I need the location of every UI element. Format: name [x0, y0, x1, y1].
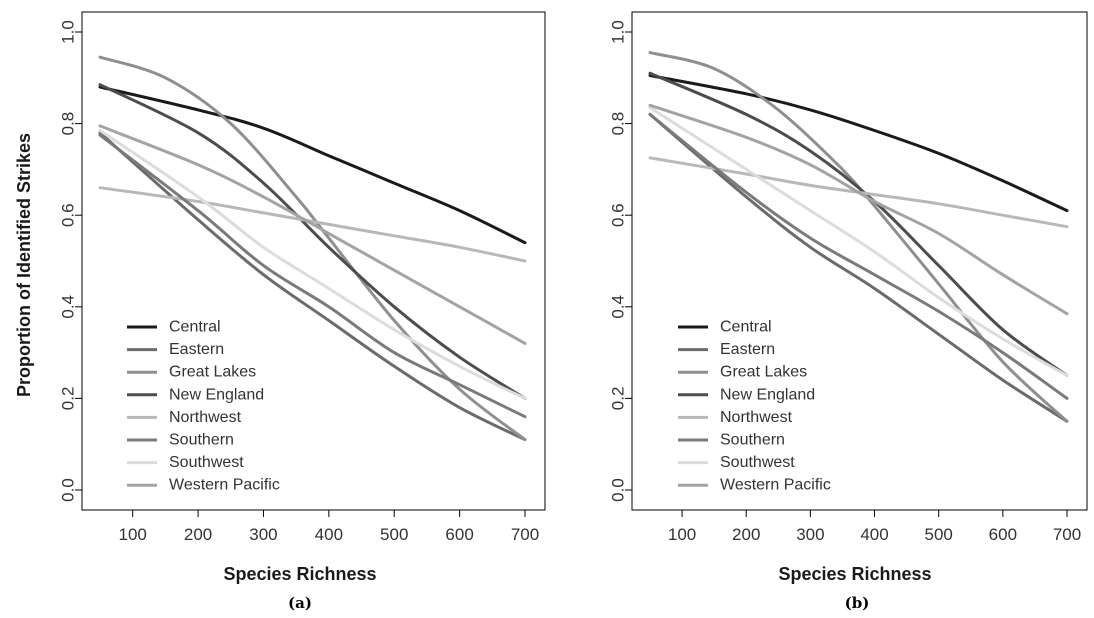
legend-label-eastern: Eastern: [720, 341, 775, 358]
x-tick-label: 100: [668, 525, 696, 544]
x-tick-label: 200: [732, 525, 760, 544]
legend-label-western-pacific: Western Pacific: [169, 477, 280, 494]
y-tick-label: 0.4: [609, 295, 628, 319]
series-line-central: [648, 74, 1069, 213]
legend-label-southern: Southern: [169, 432, 234, 449]
series-line-eastern: [648, 112, 1069, 423]
x-tick-label: 100: [119, 525, 147, 544]
panel-a: 100 200 300 400 500 600 700 0.0 0.2 0.4 0.6 0.8 1.0 C…: [14, 11, 546, 612]
y-tick-label: 0.6: [59, 203, 78, 227]
series-line-western-pacific: [98, 124, 527, 345]
y-tick-label: 0.4: [59, 295, 78, 319]
legend: Central Eastern Great Lakes New England Nort…: [678, 319, 831, 494]
x-tick-label: 600: [445, 525, 473, 544]
x-tick-label: 300: [796, 525, 824, 544]
legend-label-northwest: Northwest: [720, 409, 793, 426]
y-axis-title: Proportion of Identified Strikes: [14, 133, 34, 397]
series-line-new-england: [98, 83, 527, 400]
legend: Central Eastern Great Lakes New England Nort…: [127, 319, 280, 494]
series-line-western-pacific: [648, 103, 1069, 316]
series-line-southern: [648, 112, 1069, 400]
y-tick-label: 1.0: [59, 20, 78, 44]
series-line-great-lakes: [648, 51, 1069, 423]
x-tick-label: 500: [380, 525, 408, 544]
y-tick-label: 0.6: [609, 203, 628, 227]
legend-label-eastern: Eastern: [169, 341, 224, 358]
x-tick-label: 700: [1053, 525, 1081, 544]
y-tick-label: 0.0: [609, 478, 628, 502]
legend-label-new-england: New England: [720, 386, 815, 403]
series-line-central: [98, 85, 527, 245]
legend-label-northwest: Northwest: [169, 409, 242, 426]
legend-label-southern: Southern: [720, 432, 785, 449]
x-tick-label: 600: [989, 525, 1017, 544]
series-line-eastern: [98, 131, 527, 442]
y-tick-label: 0.2: [59, 387, 78, 411]
series-line-northwest: [648, 156, 1069, 229]
y-tick-label: 0.8: [609, 112, 628, 136]
series-line-northwest: [98, 186, 527, 263]
legend-label-southwest: Southwest: [720, 454, 795, 471]
series-line-southwest: [98, 129, 527, 400]
legend-label-great-lakes: Great Lakes: [169, 364, 256, 381]
x-axis-title: Species Richness: [223, 564, 376, 584]
y-tick-label: 0.2: [609, 387, 628, 411]
series-line-southern: [98, 133, 527, 419]
panel-label: (b): [845, 594, 870, 612]
x-tick-label: 200: [184, 525, 212, 544]
legend-label-western-pacific: Western Pacific: [720, 477, 831, 494]
x-tick-label: 300: [249, 525, 277, 544]
plot-frame: [81, 11, 546, 511]
series-line-southwest: [648, 106, 1069, 377]
legend-label-central: Central: [720, 319, 772, 336]
legend-label-great-lakes: Great Lakes: [720, 364, 807, 381]
x-tick-label: 500: [925, 525, 953, 544]
x-tick-label: 400: [860, 525, 888, 544]
x-tick-label: 700: [511, 525, 539, 544]
y-tick-label: 0.0: [59, 478, 78, 502]
x-tick-label: 400: [315, 525, 343, 544]
y-tick-label: 1.0: [609, 20, 628, 44]
legend-label-new-england: New England: [169, 386, 264, 403]
x-axis-title: Species Richness: [778, 564, 931, 584]
series-line-new-england: [648, 71, 1069, 377]
legend-label-central: Central: [169, 319, 221, 336]
panel-label: (a): [288, 594, 312, 612]
y-tick-label: 0.8: [59, 112, 78, 136]
legend-label-southwest: Southwest: [169, 454, 244, 471]
panel-b: 100 200 300 400 500 600 700 0.0 0.2 0.4 0.6 0.8 1.0 C…: [609, 11, 1088, 612]
plot-frame: [631, 11, 1088, 511]
